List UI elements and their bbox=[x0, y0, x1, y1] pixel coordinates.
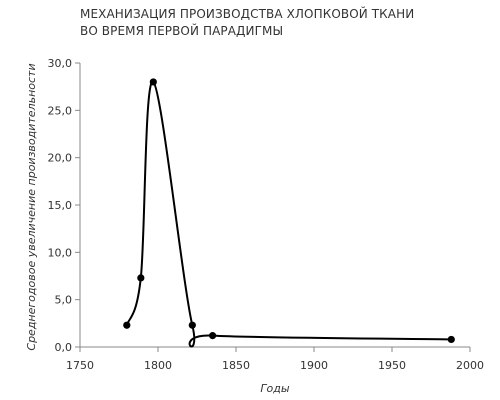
data-point bbox=[123, 321, 131, 329]
data-point bbox=[137, 274, 145, 282]
x-tick-label: 1850 bbox=[222, 359, 250, 372]
series-line bbox=[125, 80, 452, 348]
data-point bbox=[447, 335, 455, 344]
x-tick-label: 1900 bbox=[300, 359, 328, 372]
data-point bbox=[188, 321, 196, 329]
data-point bbox=[209, 332, 217, 340]
x-axis-title: Годы bbox=[260, 382, 289, 395]
x-tick-label: 2000 bbox=[456, 359, 484, 372]
y-tick-label: 25,0 bbox=[48, 104, 73, 117]
x-axis-ticks: 1750 1800 1850 1900 1950 2000 bbox=[66, 347, 484, 372]
data-point bbox=[149, 78, 157, 86]
chart-axes bbox=[79, 63, 470, 348]
chart-title: МЕХАНИЗАЦИЯ ПРОИЗВОДСТВА ХЛОПКОВОЙ ТКАНИ… bbox=[80, 6, 480, 40]
y-tick-label: 5,0 bbox=[55, 294, 73, 307]
y-tick-label: 0,0 bbox=[55, 341, 73, 354]
series-group bbox=[123, 78, 455, 348]
chart-title-line-1: МЕХАНИЗАЦИЯ ПРОИЗВОДСТВА ХЛОПКОВОЙ ТКАНИ bbox=[80, 7, 415, 21]
x-tick-label: 1950 bbox=[378, 359, 406, 372]
chart-title-line-2: ВО ВРЕМЯ ПЕРВОЙ ПАРАДИГМЫ bbox=[80, 24, 284, 38]
x-tick-label: 1750 bbox=[66, 359, 94, 372]
y-tick-label: 10,0 bbox=[48, 246, 73, 259]
x-tick-label: 1800 bbox=[144, 359, 172, 372]
y-axis-ticks: 0,0 5,0 10,0 15,0 20,0 25,0 30,0 bbox=[48, 57, 80, 354]
y-axis-title: Среднегодовое увеличение производительно… bbox=[25, 63, 38, 350]
y-tick-label: 20,0 bbox=[48, 152, 73, 165]
y-tick-label: 15,0 bbox=[48, 199, 73, 212]
y-tick-label: 30,0 bbox=[48, 57, 73, 70]
